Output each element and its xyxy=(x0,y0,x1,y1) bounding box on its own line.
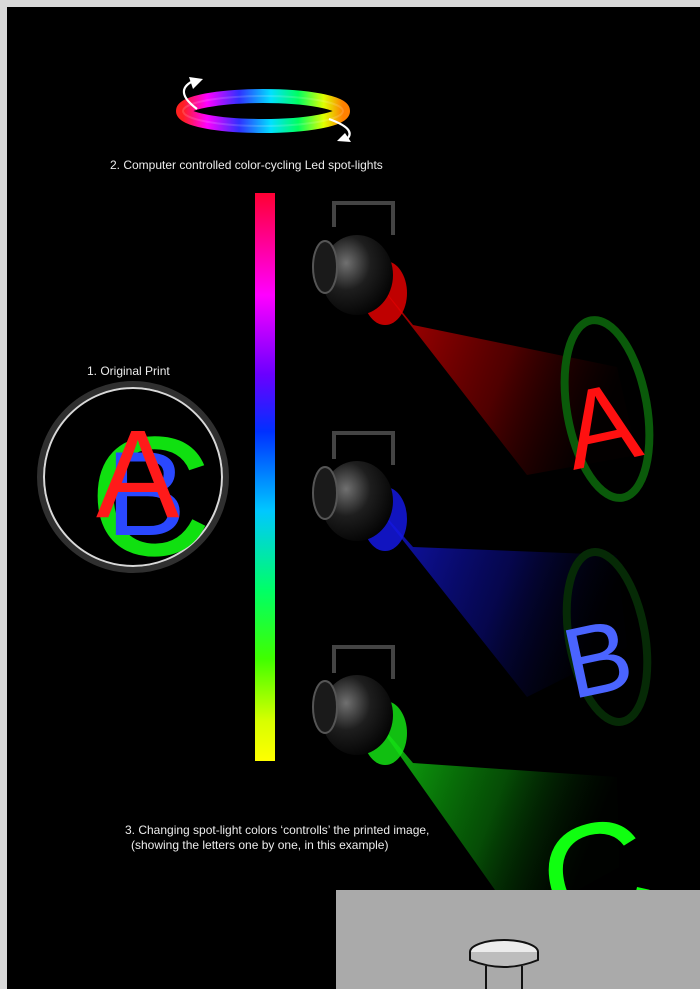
changing-caption-line2: (showing the letters one by one, in this… xyxy=(131,838,389,852)
projected-letter-a: A xyxy=(553,358,651,494)
color-cycle-ring xyxy=(176,89,350,133)
blue-projected-ellipse xyxy=(562,548,652,726)
diagram-canvas: C B A A B xyxy=(37,77,669,971)
color-spectrum-bar xyxy=(255,193,275,761)
red-projected-ellipse xyxy=(560,316,654,502)
print-letter-b: B xyxy=(106,427,186,561)
spotlights-caption: 2. Computer controlled color-cycling Led… xyxy=(110,158,383,172)
rotate-arrow-left-icon xyxy=(182,77,203,110)
print-letter-a: A xyxy=(96,405,180,544)
rotate-arrow-right-icon xyxy=(328,117,351,142)
print-letter-c: C xyxy=(89,402,212,592)
inset-sketch-drawing xyxy=(469,939,539,989)
projected-letter-b: B xyxy=(553,597,642,720)
inset-sketch-panel xyxy=(336,890,700,989)
spotlight-red: A xyxy=(312,201,654,502)
changing-caption-line1: 3. Changing spot-light colors ‘controlls… xyxy=(125,823,430,837)
original-print-circle: C B A xyxy=(37,381,229,592)
poster-panel: C B A A B xyxy=(7,7,700,989)
original-print-caption: 1. Original Print xyxy=(87,364,170,378)
